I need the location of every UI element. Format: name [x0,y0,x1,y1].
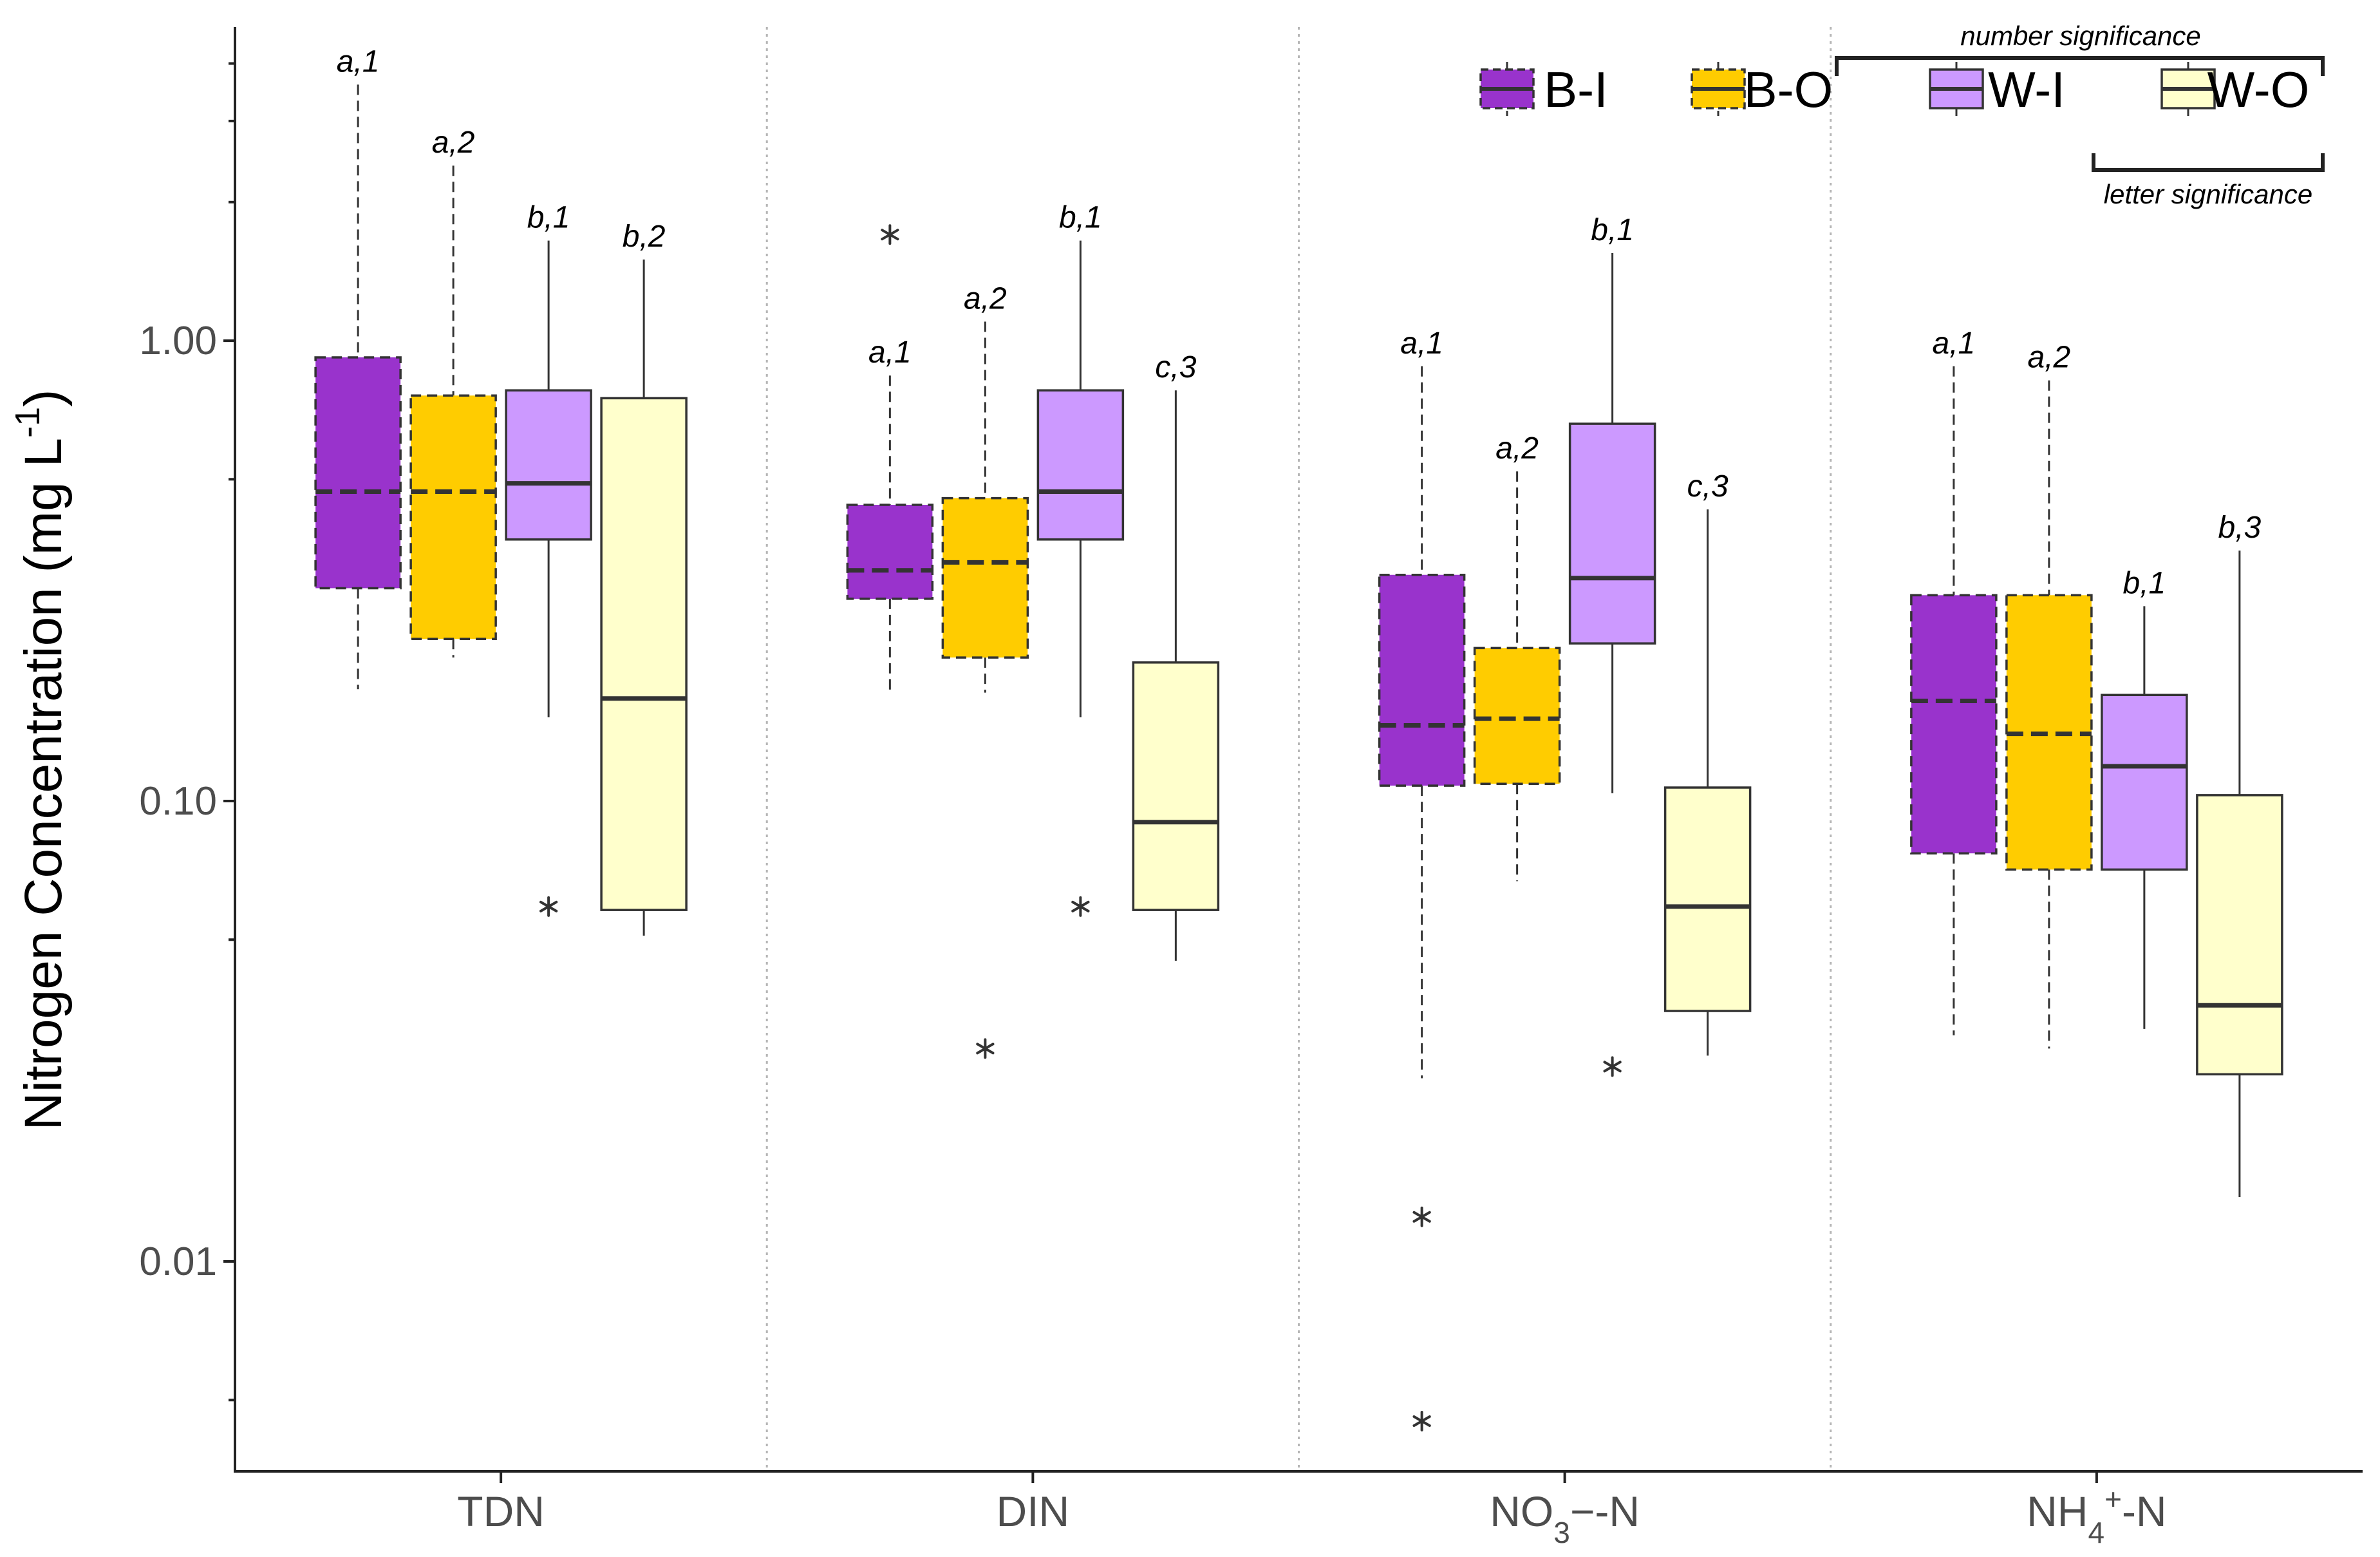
box-din-w-i: b,1 [1036,201,1125,917]
number-significance-bracket-line [1835,56,2325,76]
y-tick-label: 1.00 [139,319,217,363]
letter-significance-bracket [2092,153,2325,172]
x-tick-label-din: DIN [997,1487,1070,1535]
box-nh4-n-w-i: b,1 [2101,566,2188,1029]
y-axis-title-exponent: -1 [8,407,47,438]
legend-item-w-i: W-I [1929,61,2065,118]
significance-label: c,3 [1687,469,1729,504]
axes: 0.01 0.10 1.00 TDN DIN NO3−-N NH4+-N [139,27,2363,1549]
legend-label-b-i: B-I [1544,61,1608,118]
box-body [846,504,934,600]
significance-label: b,1 [1059,201,1102,235]
significance-label: b,1 [1591,213,1634,247]
box-body [1663,786,1752,1012]
box-body [1036,389,1125,541]
box-tdn-w-o: b,2 [600,220,688,936]
box-body [409,394,497,640]
box-no3-n-b-o: a,2 [1473,431,1561,882]
significance-label: a,1 [1933,326,1976,361]
significance-label: b,3 [2218,511,2262,545]
y-tick-label: 0.01 [139,1240,217,1284]
x-tick-label-tdn: TDN [457,1487,545,1535]
box-body [1568,422,1656,645]
outlier-marker [539,896,558,917]
legend-item-b-o: B-O [1691,61,1833,118]
legend-label-w-o: W-O [2207,61,2310,118]
significance-label: a,2 [2028,341,2071,375]
box-nh4-n-b-o: a,2 [2005,341,2093,1049]
box-body [2101,694,2188,871]
letter-significance-label: letter significance [2104,179,2313,209]
number-significance-label: number significance [1960,21,2201,51]
box-tdn-b-i: a,1 [314,44,402,690]
box-no3-n-w-o: c,3 [1663,469,1752,1056]
letter-significance-bracket-line [2092,153,2325,172]
outlier-marker [1412,1410,1431,1431]
box-body [600,397,688,911]
outlier-marker [976,1038,995,1059]
significance-label: a,1 [1400,326,1443,361]
significance-label: b,1 [527,201,570,235]
y-axis-title-main: Nitrogen Concentration (mg L [14,438,73,1131]
outlier-marker [1071,896,1090,917]
box-body [941,496,1029,659]
outlier-marker [881,224,899,245]
box-body [1473,646,1561,786]
significance-label: b,2 [623,220,666,254]
box-no3-n-w-i: b,1 [1568,213,1656,1077]
y-axis-title: Nitrogen Concentration (mg L-1) [8,390,73,1131]
significance-label: a,1 [868,335,912,370]
category-separators [765,27,1832,1471]
box-body [1378,573,1466,787]
box-body [314,356,402,590]
significance-label: b,1 [2123,566,2166,600]
legend-item-w-o: W-O [2160,61,2310,118]
box-no3-n-b-i: a,1 [1378,326,1466,1431]
box-nh4-n-b-i: a,1 [1910,326,1998,1035]
significance-label: a,2 [432,126,475,160]
box-tdn-w-i: b,1 [505,201,592,917]
box-nh4-n-w-o: b,3 [2196,511,2283,1198]
box-din-w-o: c,3 [1132,350,1220,961]
significance-label: a,2 [1495,431,1539,466]
significance-label: a,2 [964,281,1007,316]
box-din-b-i: a,1 [846,224,934,695]
box-body [1132,661,1220,911]
legend-label-b-o: B-O [1744,61,1833,118]
y-tick-label: 0.10 [139,779,217,824]
x-tick-label-no3-n: NO3−-N [1490,1487,1640,1549]
legend-label-w-i: W-I [1988,61,2065,118]
box-body [2196,794,2283,1076]
number-significance-bracket [1835,56,2325,76]
box-tdn-b-o: a,2 [409,126,497,658]
outlier-marker [1603,1056,1622,1077]
x-tick-label-nh4-n: NH4+-N [2027,1482,2166,1549]
box-din-b-o: a,2 [941,281,1029,1059]
significance-label: c,3 [1155,350,1196,384]
y-axis-title-close: ) [14,390,73,407]
outlier-marker [1412,1206,1431,1227]
boxplot-series: a,1 a,2 b,1 b,2 a,1 a,2 b,1 c,3 a,1 a,2 b,1 c,3 a,1 a… [314,44,2283,1431]
legend-item-b-i: B-I [1479,61,1608,118]
significance-label: a,1 [337,44,380,79]
box-body [1910,594,1998,854]
box-body [505,389,592,541]
